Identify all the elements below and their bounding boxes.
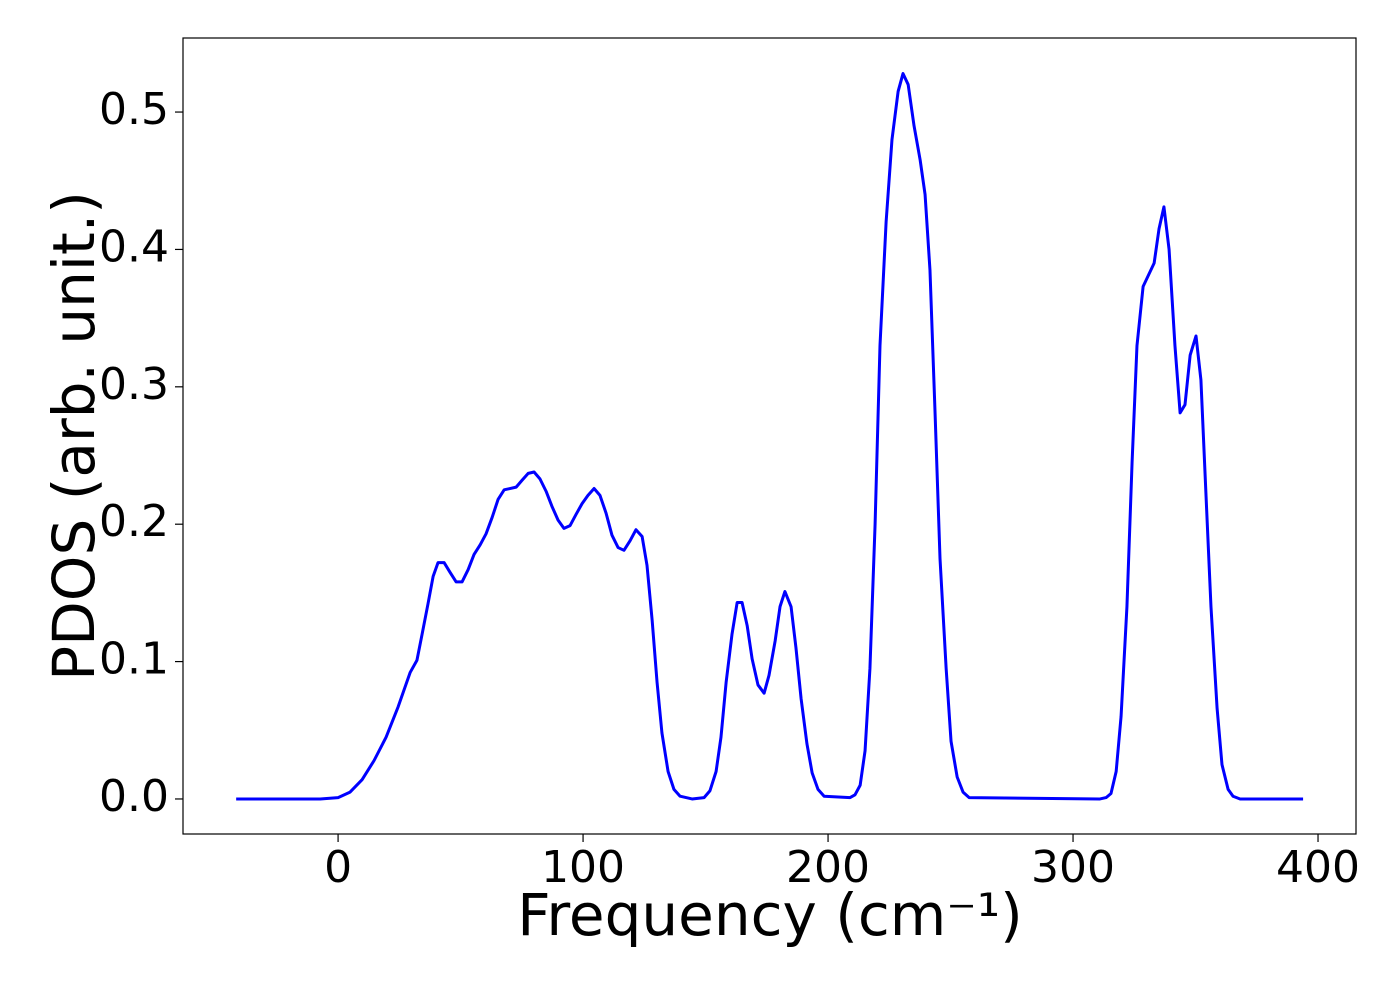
x-tick-label: 300 — [1031, 842, 1115, 893]
x-tick-label: 100 — [541, 842, 625, 893]
plot-frame — [182, 37, 1357, 835]
x-axis-label: Frequency (cm⁻¹) — [517, 881, 1023, 949]
y-tick-label: 0.4 — [99, 221, 169, 272]
y-tick-label: 0.2 — [99, 496, 169, 547]
x-tick-label: 200 — [786, 842, 870, 893]
x-tick-label: 0 — [324, 842, 352, 893]
y-tick-label: 0.5 — [99, 84, 169, 135]
y-tick-label: 0.1 — [99, 634, 169, 685]
pdos-line — [236, 72, 1304, 801]
y-tick-label: 0.3 — [99, 359, 169, 410]
y-axis-label: PDOS (arb. unit.) — [40, 191, 108, 681]
x-tick-label: 400 — [1276, 842, 1360, 893]
y-tick-label: 0.0 — [99, 771, 169, 822]
